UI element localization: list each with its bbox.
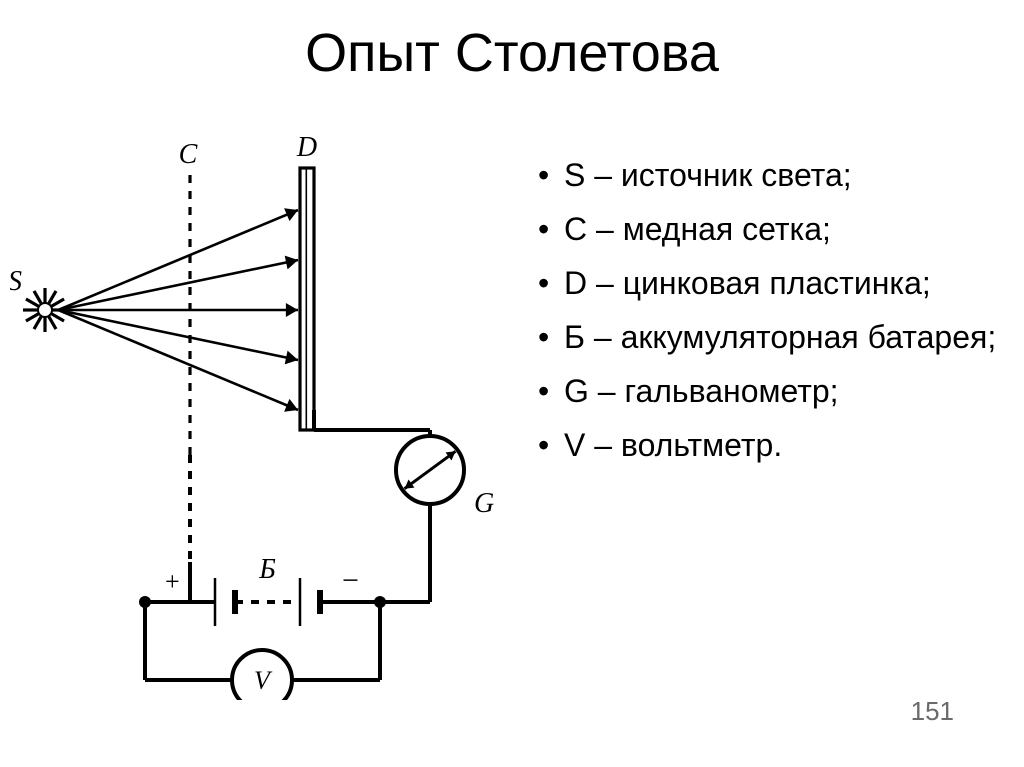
svg-text:+: + — [165, 567, 180, 596]
experiment-diagram: SCDG+−БV — [10, 120, 510, 700]
svg-text:−: − — [342, 564, 359, 597]
svg-text:C: C — [179, 139, 198, 170]
legend-item: V – вольтметр. — [530, 425, 1000, 465]
legend: S – источник света; C – медная сетка; D – … — [530, 155, 1000, 479]
legend-item: Б – аккумуляторная батарея; — [530, 317, 1000, 357]
legend-item: D – цинковая пластинка; — [530, 263, 1000, 303]
legend-item: S – источник света; — [530, 155, 1000, 195]
slide-title: Опыт Столетова — [0, 22, 1024, 84]
legend-item: G – гальванометр; — [530, 371, 1000, 411]
page-number: 151 — [911, 696, 954, 727]
svg-text:D: D — [296, 132, 317, 163]
legend-item: C – медная сетка; — [530, 209, 1000, 249]
svg-text:S: S — [10, 266, 22, 297]
svg-text:G: G — [474, 488, 494, 519]
svg-text:Б: Б — [258, 554, 276, 585]
